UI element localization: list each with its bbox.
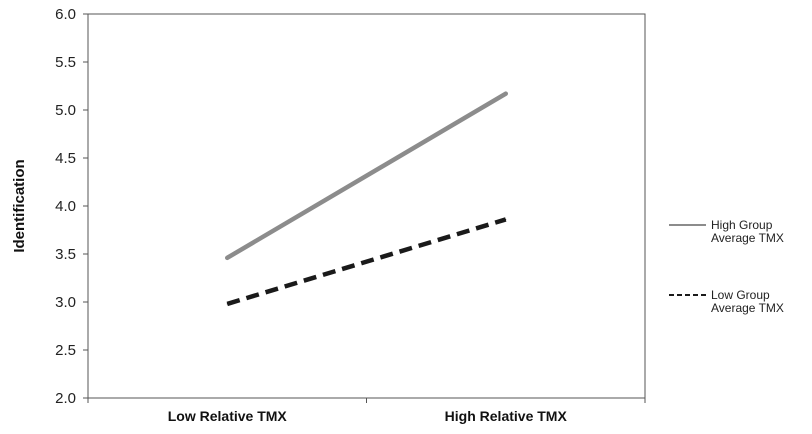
y-tick-label: 2.5 [55,342,76,359]
y-tick-label: 2.0 [55,390,76,407]
y-axis: 2.0 2.5 3.0 3.5 4.0 4.5 5.0 5.5 6.0 [55,6,88,407]
legend-label: Average TMX [711,231,784,245]
y-tick-label: 3.0 [55,294,76,311]
y-tick-label: 6.0 [55,6,76,23]
x-category-label: High Relative TMX [445,408,568,424]
x-axis: Low Relative TMX High Relative TMX [87,398,646,424]
y-axis-title: Identification [11,159,28,252]
series-point [505,218,507,220]
y-tick-label: 3.5 [55,246,76,263]
legend-label: Average TMX [711,301,784,315]
series-line-low-group [226,217,507,307]
legend-label: High Group [711,218,773,232]
legend-label: Low Group [711,288,770,302]
series-point [505,93,507,95]
plot-area [87,13,646,399]
y-tick-label: 5.5 [55,54,76,71]
series-point [226,303,228,305]
y-tick-label: 4.5 [55,150,76,167]
series-point [226,257,228,259]
x-category-label: Low Relative TMX [168,408,288,424]
series-line-high-group [225,91,508,261]
y-tick-label: 4.0 [55,198,76,215]
series-layer [225,91,508,307]
y-tick-label: 5.0 [55,102,76,119]
